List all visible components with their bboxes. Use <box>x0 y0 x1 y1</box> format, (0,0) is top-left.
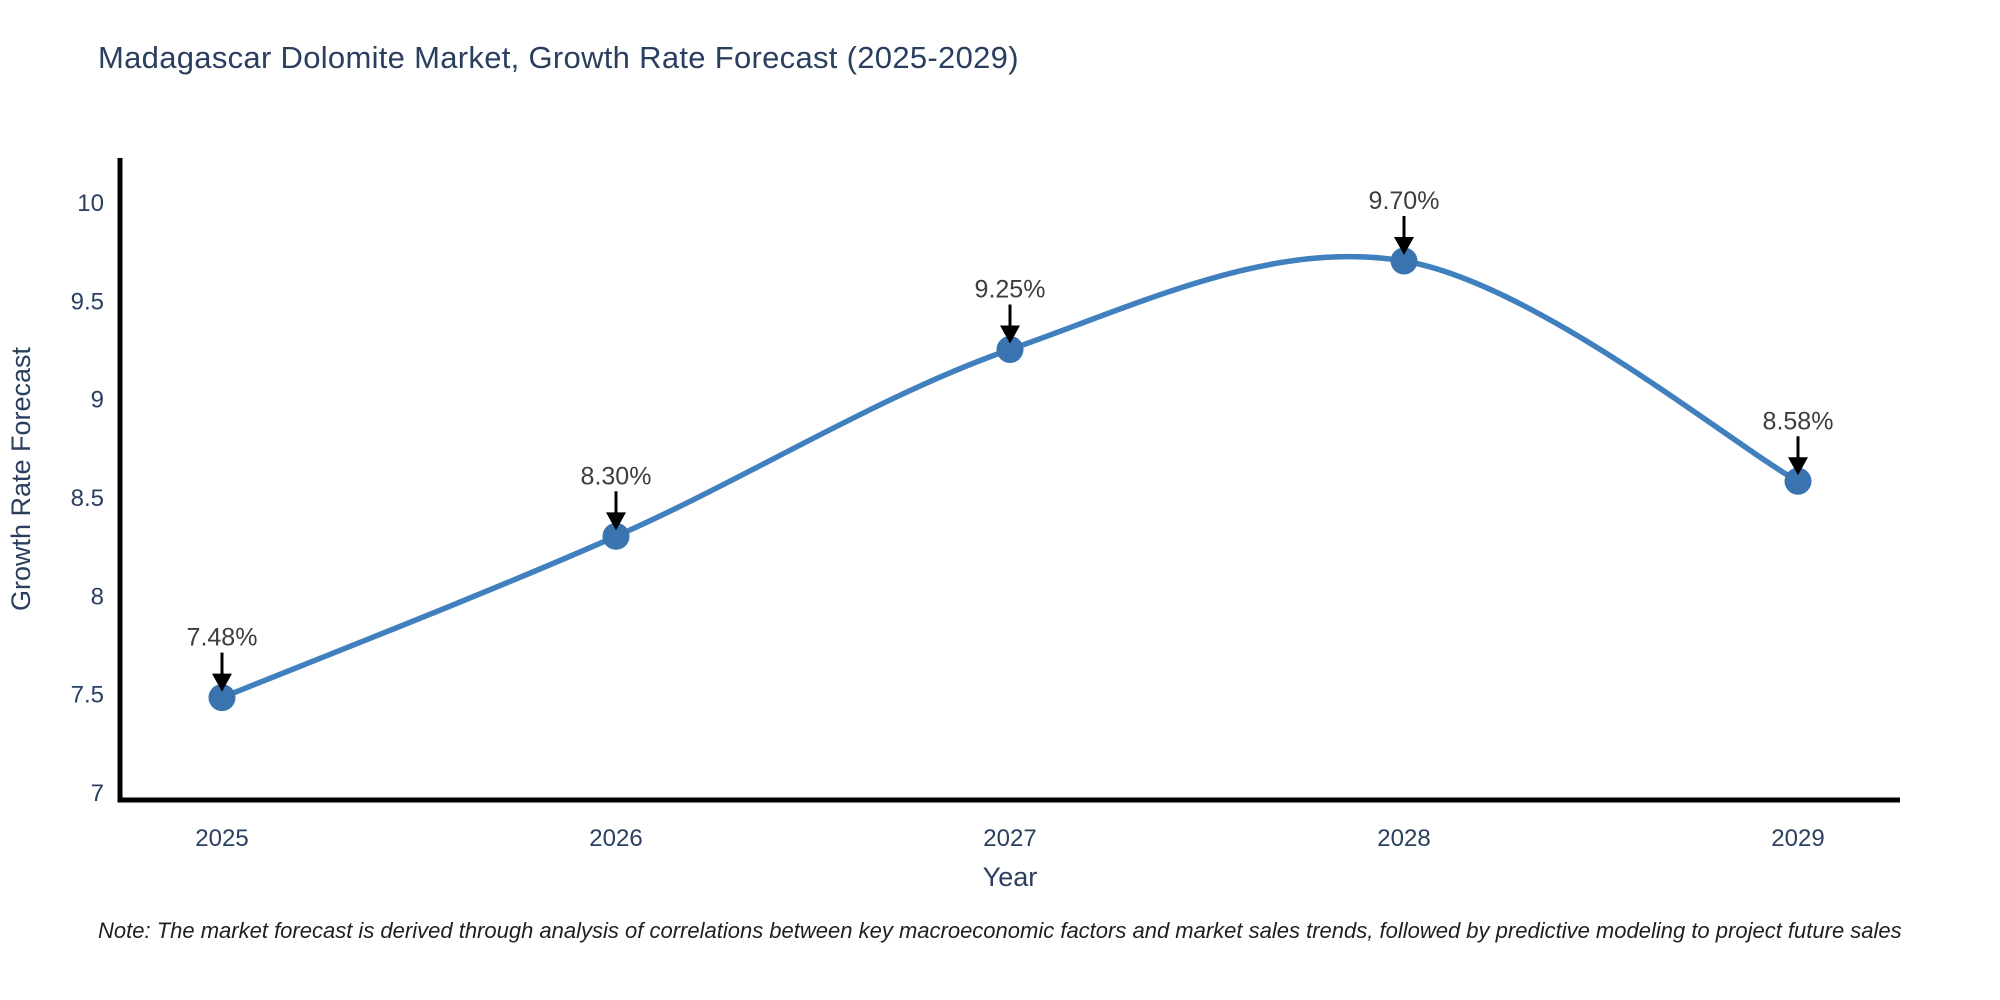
x-tick-label: 2028 <box>1377 825 1430 852</box>
data-point-label: 8.58% <box>1763 407 1834 435</box>
y-tick-label: 9.5 <box>71 288 104 315</box>
chart-title: Madagascar Dolomite Market, Growth Rate … <box>98 40 1019 75</box>
y-tick-label: 8 <box>91 583 104 610</box>
data-point-label: 9.25% <box>975 275 1046 303</box>
annotation-arrow-head <box>212 673 232 692</box>
data-point-marker <box>1390 247 1418 275</box>
y-tick-label: 8.5 <box>71 485 104 512</box>
annotation-arrow-head <box>1394 236 1414 255</box>
data-point-marker <box>1784 467 1812 495</box>
y-tick-label: 9 <box>91 387 104 414</box>
y-tick-label: 10 <box>77 190 104 217</box>
x-tick-label: 2026 <box>589 825 642 852</box>
data-point-marker <box>996 335 1024 363</box>
y-tick-label: 7.5 <box>71 682 104 709</box>
data-point-label: 9.70% <box>1369 187 1440 215</box>
data-point-label: 8.30% <box>581 462 652 490</box>
x-tick-label: 2029 <box>1771 825 1824 852</box>
annotation-arrow-head <box>1788 457 1808 476</box>
data-point-marker <box>208 684 236 712</box>
x-tick-label: 2025 <box>195 825 248 852</box>
annotation-arrow-head <box>606 512 626 531</box>
x-tick-label: 2027 <box>983 825 1036 852</box>
annotation-arrow-head <box>1000 325 1020 344</box>
y-tick-label: 7 <box>91 780 104 807</box>
data-point-marker <box>602 522 630 550</box>
data-point-label: 7.48% <box>187 624 258 652</box>
y-axis-title: Growth Rate Forecast <box>6 346 36 611</box>
x-axis-title: Year <box>983 862 1038 892</box>
footnote: Note: The market forecast is derived thr… <box>98 918 1902 943</box>
